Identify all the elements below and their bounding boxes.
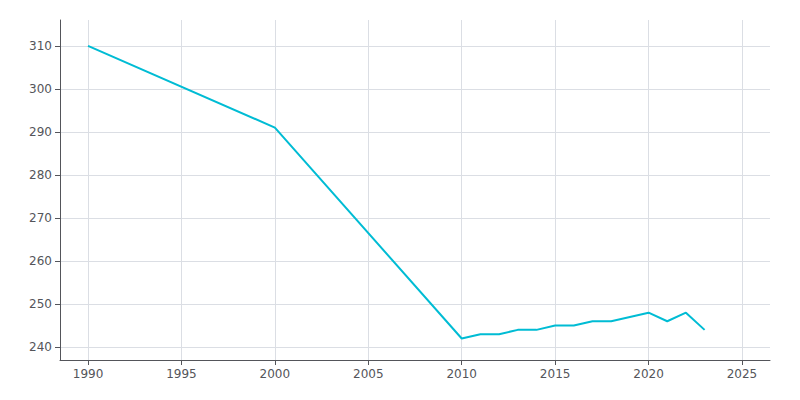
svg-text:2005: 2005 [353,367,384,381]
svg-text:260: 260 [29,254,52,268]
svg-text:310: 310 [29,39,52,53]
svg-text:1990: 1990 [73,367,104,381]
svg-text:280: 280 [29,168,52,182]
svg-text:300: 300 [29,82,52,96]
svg-text:2010: 2010 [446,367,477,381]
svg-text:2025: 2025 [727,367,758,381]
svg-text:290: 290 [29,125,52,139]
svg-text:2020: 2020 [633,367,664,381]
svg-text:270: 270 [29,211,52,225]
svg-text:2000: 2000 [260,367,291,381]
svg-text:1995: 1995 [166,367,197,381]
svg-text:240: 240 [29,340,52,354]
svg-text:2015: 2015 [540,367,571,381]
svg-text:250: 250 [29,297,52,311]
